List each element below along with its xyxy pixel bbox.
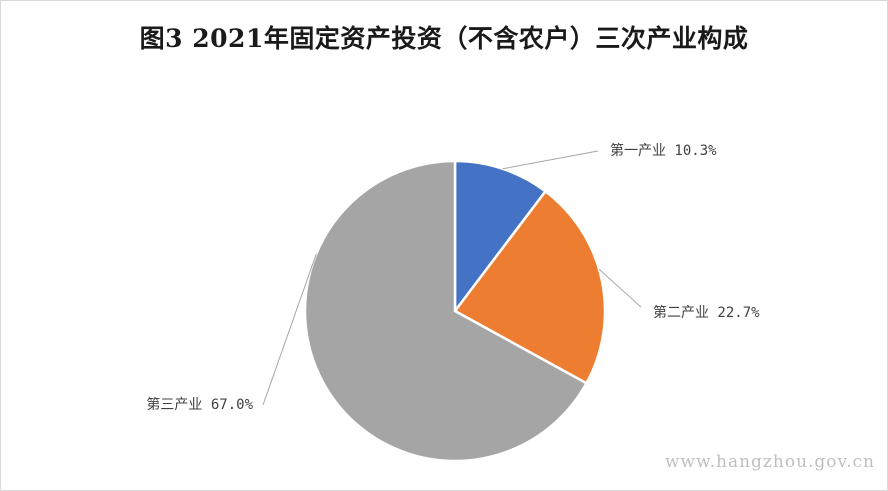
pie-slice-1 bbox=[453, 159, 547, 313]
pie-slice-3 bbox=[303, 159, 588, 463]
watermark-text: www.hangzhou.gov.cn bbox=[665, 452, 875, 472]
leader-line-2 bbox=[598, 268, 642, 308]
leader-line-1 bbox=[502, 150, 599, 170]
pie-slice-2 bbox=[453, 190, 607, 385]
leader-line-3 bbox=[262, 253, 317, 406]
chart-title: 图3 2021年固定资产投资（不含农户）三次产业构成 bbox=[139, 24, 749, 53]
data-labels: 第一产业 10.3% 第二产业 22.7% 第三产业 67.0% bbox=[146, 142, 760, 413]
data-label-1: 第一产业 10.3% bbox=[610, 142, 717, 159]
data-label-2: 第二产业 22.7% bbox=[653, 304, 760, 321]
data-label-3: 第三产业 67.0% bbox=[146, 396, 253, 413]
pie-slices bbox=[303, 159, 607, 463]
leader-lines bbox=[262, 150, 642, 406]
